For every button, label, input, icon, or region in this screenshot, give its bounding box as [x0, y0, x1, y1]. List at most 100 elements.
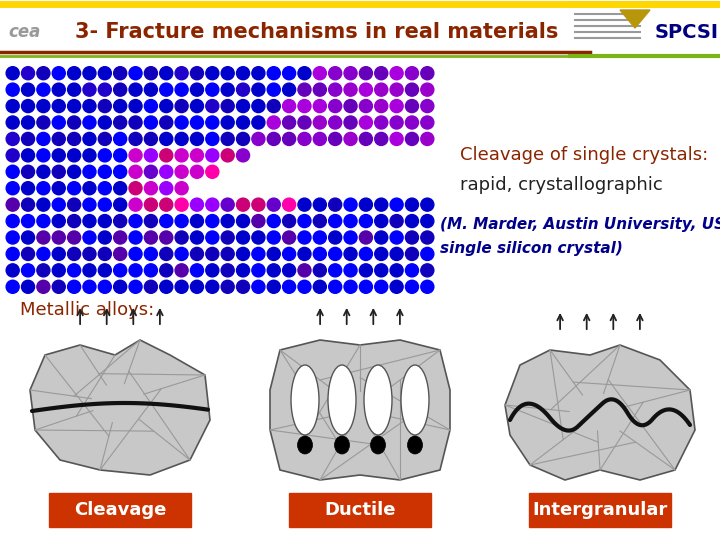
Circle shape: [22, 198, 35, 211]
Circle shape: [160, 116, 173, 129]
Circle shape: [68, 181, 81, 195]
Circle shape: [175, 149, 188, 162]
FancyBboxPatch shape: [49, 493, 191, 527]
Circle shape: [145, 231, 158, 244]
Circle shape: [68, 66, 81, 80]
Circle shape: [328, 116, 342, 129]
Circle shape: [145, 66, 158, 80]
Circle shape: [221, 264, 234, 277]
Circle shape: [114, 132, 127, 145]
Circle shape: [252, 231, 265, 244]
Circle shape: [390, 132, 403, 145]
Circle shape: [206, 198, 219, 211]
Circle shape: [282, 280, 296, 293]
Circle shape: [53, 132, 66, 145]
Circle shape: [6, 66, 19, 80]
Circle shape: [129, 99, 142, 113]
Circle shape: [114, 116, 127, 129]
Circle shape: [129, 198, 142, 211]
Circle shape: [22, 149, 35, 162]
Circle shape: [206, 132, 219, 145]
Circle shape: [83, 66, 96, 80]
Circle shape: [405, 280, 418, 293]
Circle shape: [344, 214, 357, 227]
Circle shape: [267, 247, 280, 260]
Text: single silicon crystal): single silicon crystal): [440, 240, 623, 255]
Circle shape: [68, 264, 81, 277]
Circle shape: [190, 66, 204, 80]
Circle shape: [175, 165, 188, 178]
Circle shape: [252, 198, 265, 211]
Circle shape: [6, 280, 19, 293]
Circle shape: [6, 149, 19, 162]
Circle shape: [22, 99, 35, 113]
Text: 3- Fracture mechanisms in real materials: 3- Fracture mechanisms in real materials: [75, 22, 559, 42]
Circle shape: [374, 214, 388, 227]
Circle shape: [405, 247, 418, 260]
Circle shape: [282, 231, 296, 244]
Circle shape: [282, 66, 296, 80]
Circle shape: [206, 99, 219, 113]
Circle shape: [298, 66, 311, 80]
Circle shape: [53, 247, 66, 260]
Circle shape: [160, 247, 173, 260]
Circle shape: [68, 99, 81, 113]
Circle shape: [206, 165, 219, 178]
Circle shape: [68, 149, 81, 162]
Circle shape: [6, 116, 19, 129]
Circle shape: [236, 132, 250, 145]
Circle shape: [175, 214, 188, 227]
Circle shape: [313, 99, 326, 113]
Circle shape: [22, 280, 35, 293]
Circle shape: [6, 165, 19, 178]
Circle shape: [374, 280, 388, 293]
Text: rapid, crystallographic: rapid, crystallographic: [460, 176, 662, 194]
Circle shape: [190, 99, 204, 113]
Circle shape: [99, 214, 112, 227]
Circle shape: [405, 132, 418, 145]
Circle shape: [374, 231, 388, 244]
Text: SPCSI: SPCSI: [655, 23, 719, 42]
Circle shape: [145, 132, 158, 145]
Circle shape: [6, 99, 19, 113]
Circle shape: [390, 99, 403, 113]
Circle shape: [175, 280, 188, 293]
Circle shape: [374, 99, 388, 113]
Circle shape: [53, 198, 66, 211]
Circle shape: [328, 214, 342, 227]
Circle shape: [359, 132, 372, 145]
Circle shape: [37, 214, 50, 227]
Circle shape: [22, 66, 35, 80]
Circle shape: [313, 280, 326, 293]
Circle shape: [374, 264, 388, 277]
Circle shape: [22, 264, 35, 277]
Circle shape: [37, 198, 50, 211]
Circle shape: [236, 280, 250, 293]
Circle shape: [359, 280, 372, 293]
Circle shape: [221, 83, 234, 96]
Circle shape: [160, 165, 173, 178]
Circle shape: [267, 280, 280, 293]
Circle shape: [145, 99, 158, 113]
Circle shape: [298, 83, 311, 96]
Circle shape: [53, 99, 66, 113]
Circle shape: [344, 99, 357, 113]
Circle shape: [390, 83, 403, 96]
Circle shape: [190, 214, 204, 227]
Circle shape: [298, 247, 311, 260]
Circle shape: [267, 116, 280, 129]
Circle shape: [282, 264, 296, 277]
Circle shape: [6, 231, 19, 244]
Text: cea: cea: [8, 23, 40, 41]
Circle shape: [160, 181, 173, 195]
Circle shape: [22, 132, 35, 145]
Circle shape: [405, 264, 418, 277]
Circle shape: [114, 83, 127, 96]
Circle shape: [221, 149, 234, 162]
Circle shape: [236, 66, 250, 80]
Circle shape: [267, 231, 280, 244]
Circle shape: [114, 198, 127, 211]
Circle shape: [160, 149, 173, 162]
Circle shape: [99, 181, 112, 195]
Circle shape: [298, 231, 311, 244]
